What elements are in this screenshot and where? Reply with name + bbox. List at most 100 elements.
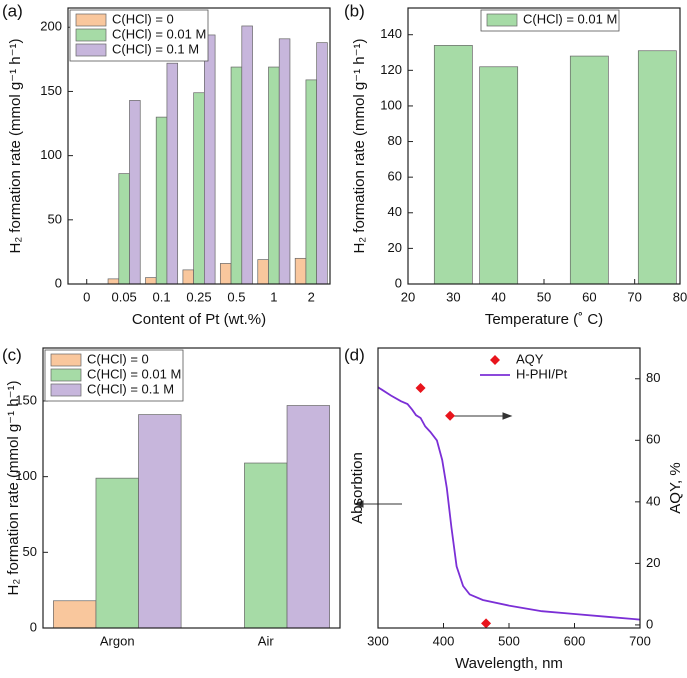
x-tick-label: 40 [491, 289, 505, 304]
x-tick-label: 600 [564, 633, 586, 648]
legend-swatch [50, 383, 82, 397]
bar [145, 277, 157, 285]
bar [193, 92, 205, 285]
panel-label: (b) [344, 1, 365, 20]
x-tick-label: 0.5 [227, 289, 245, 304]
y-axis-title: Absorbtion [349, 452, 366, 524]
bar [278, 38, 291, 285]
line [377, 386, 641, 621]
y-tick-label: 0 [30, 619, 37, 634]
y-axis-title: H₂ formation rate (mmol g⁻¹ h⁻¹) [351, 38, 368, 253]
legend-label: C(HCl) = 0 [112, 11, 174, 26]
y-axis-title: H₂ formation rate (mmol g⁻¹ h⁻¹) [7, 38, 24, 253]
y-tick-label: 50 [48, 211, 62, 226]
legend-label: C(HCl) = 0 [87, 351, 149, 366]
bar [569, 55, 609, 285]
legend-label: AQY [516, 351, 544, 366]
y2-tick-label: 60 [646, 432, 660, 447]
y-tick-label: 50 [23, 544, 37, 559]
bar [230, 66, 243, 285]
plot-frame [407, 7, 681, 285]
bar [268, 66, 280, 285]
panel-label: (c) [2, 345, 22, 364]
y2-tick-label: 0 [646, 616, 653, 631]
x-tick-label: 1 [270, 289, 277, 304]
bar [166, 62, 179, 285]
panel-label: (d) [344, 345, 365, 364]
bar [219, 263, 232, 285]
x-tick-label: Air [258, 633, 275, 648]
x-tick-label: 400 [433, 633, 455, 648]
marker [415, 383, 426, 393]
y-tick-label: 0 [55, 275, 62, 290]
bar [637, 50, 677, 285]
y-tick-label: 40 [388, 204, 402, 219]
legend-label: H-PHI/Pt [516, 366, 568, 381]
legend-label: C(HCl) = 0.01 M [523, 11, 617, 26]
y-axis-title: H₂ formation rate (mmol g⁻¹ h⁻¹) [5, 380, 22, 595]
x-tick-label: 0.1 [153, 289, 171, 304]
x-tick-label: 20 [401, 289, 415, 304]
y-tick-label: 0 [395, 275, 402, 290]
bar [241, 25, 253, 285]
bar [204, 34, 216, 285]
bar [138, 414, 182, 629]
panel-label: (a) [2, 1, 23, 20]
x-tick-label: 300 [367, 633, 389, 648]
x-axis-title: Temperature (˚ C) [485, 311, 603, 328]
bar [286, 405, 330, 629]
legend-swatch [50, 368, 82, 382]
y-tick-label: 150 [40, 83, 62, 98]
plot-frame [42, 347, 341, 629]
bar [433, 45, 473, 285]
y-tick-label: 150 [15, 392, 37, 407]
bar [479, 66, 519, 285]
bar [294, 257, 307, 285]
plot-frame [377, 347, 641, 629]
legend-swatch [75, 28, 107, 42]
legend-swatch [50, 353, 82, 367]
legend-swatch [486, 13, 518, 27]
y-tick-label: 100 [15, 468, 37, 483]
y-tick-label: 120 [380, 62, 402, 77]
bar [107, 278, 120, 285]
bar [53, 600, 97, 629]
x-tick-label: 30 [446, 289, 460, 304]
x-tick-label: 60 [582, 289, 596, 304]
marker [445, 410, 456, 421]
arrow-head [353, 500, 364, 508]
y-tick-label: 100 [380, 97, 402, 112]
y-tick-label: 100 [40, 147, 62, 162]
y2-tick-label: 80 [646, 370, 660, 385]
x-tick-label: 700 [629, 633, 651, 648]
y-tick-label: 80 [388, 133, 402, 148]
y2-tick-label: 20 [646, 555, 660, 570]
bar [95, 477, 139, 629]
plot-frame [67, 7, 331, 285]
y2-axis-title: AQY, % [667, 462, 684, 513]
bar [305, 79, 318, 285]
x-tick-label: 0 [83, 289, 90, 304]
legend-label: C(HCl) = 0.1 M [112, 41, 199, 56]
y-tick-label: 140 [380, 26, 402, 41]
legend-swatch [75, 43, 107, 57]
marker [481, 618, 492, 629]
legend-label: C(HCl) = 0.01 M [112, 26, 206, 41]
bar [155, 116, 168, 285]
bar [118, 173, 130, 285]
bar [129, 100, 141, 285]
y-tick-label: 60 [388, 169, 402, 184]
x-tick-label: 2 [308, 289, 315, 304]
x-tick-label: 80 [673, 289, 687, 304]
x-tick-label: Argon [100, 633, 135, 648]
legend-marker [490, 355, 500, 365]
legend-label: C(HCl) = 0.1 M [87, 381, 174, 396]
legend-label: C(HCl) = 0.01 M [87, 366, 181, 381]
y-tick-label: 20 [388, 240, 402, 255]
y-tick-label: 200 [40, 19, 62, 34]
x-axis-title: Content of Pt (wt.%) [132, 311, 266, 328]
x-tick-label: 0.25 [186, 289, 211, 304]
x-axis-title: Wavelength, nm [455, 655, 563, 672]
arrows [353, 412, 513, 508]
